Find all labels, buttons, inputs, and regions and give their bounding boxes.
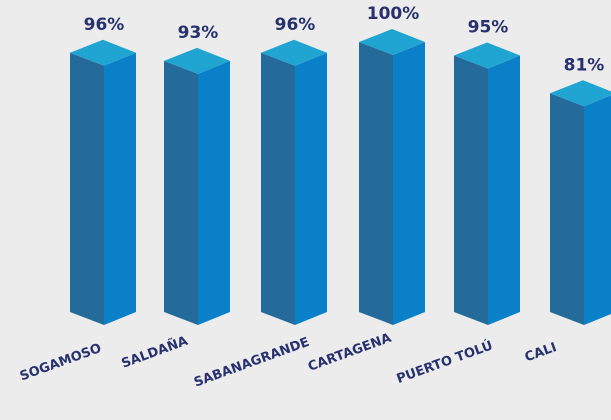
bar: [359, 29, 425, 325]
bar-right-face: [393, 42, 425, 325]
x-tick-label: SALDAÑA: [119, 333, 190, 372]
bar-right-face: [104, 52, 136, 326]
bar-top-face: [359, 29, 425, 55]
data-label: 100%: [367, 4, 420, 24]
data-label: 96%: [275, 15, 316, 35]
bar-right-face: [488, 55, 520, 325]
bar-right-face: [198, 60, 230, 326]
x-tick-label: SOGAMOSO: [18, 341, 104, 384]
bar-top-face: [454, 42, 520, 69]
bar-right-face: [584, 95, 611, 325]
x-tick-label: CALI: [523, 340, 559, 365]
bar-top-face: [550, 80, 611, 107]
bar-top-face: [70, 39, 136, 66]
bar: [261, 39, 327, 326]
x-tick-label: CARTAGENA: [306, 331, 393, 375]
bar: [164, 47, 230, 326]
x-tick-label: SABANAGRANDE: [192, 335, 311, 391]
data-label: 93%: [178, 23, 219, 43]
bar-left-face: [550, 93, 584, 325]
bar-left-face: [261, 52, 295, 326]
bar-top-face: [261, 39, 327, 66]
x-tick-label: PUERTO TOLÚ: [394, 337, 495, 387]
bar: [454, 42, 520, 325]
bar-left-face: [359, 42, 393, 325]
bar: [550, 80, 611, 325]
data-label: 96%: [84, 15, 125, 35]
bar-right-face: [295, 52, 327, 326]
bar-top-face: [164, 47, 230, 74]
data-label: 95%: [468, 18, 509, 38]
bar-left-face: [454, 55, 488, 325]
bar-left-face: [70, 52, 104, 326]
bar-left-face: [164, 60, 198, 326]
bar: [70, 39, 136, 326]
data-label: 81%: [564, 55, 605, 75]
